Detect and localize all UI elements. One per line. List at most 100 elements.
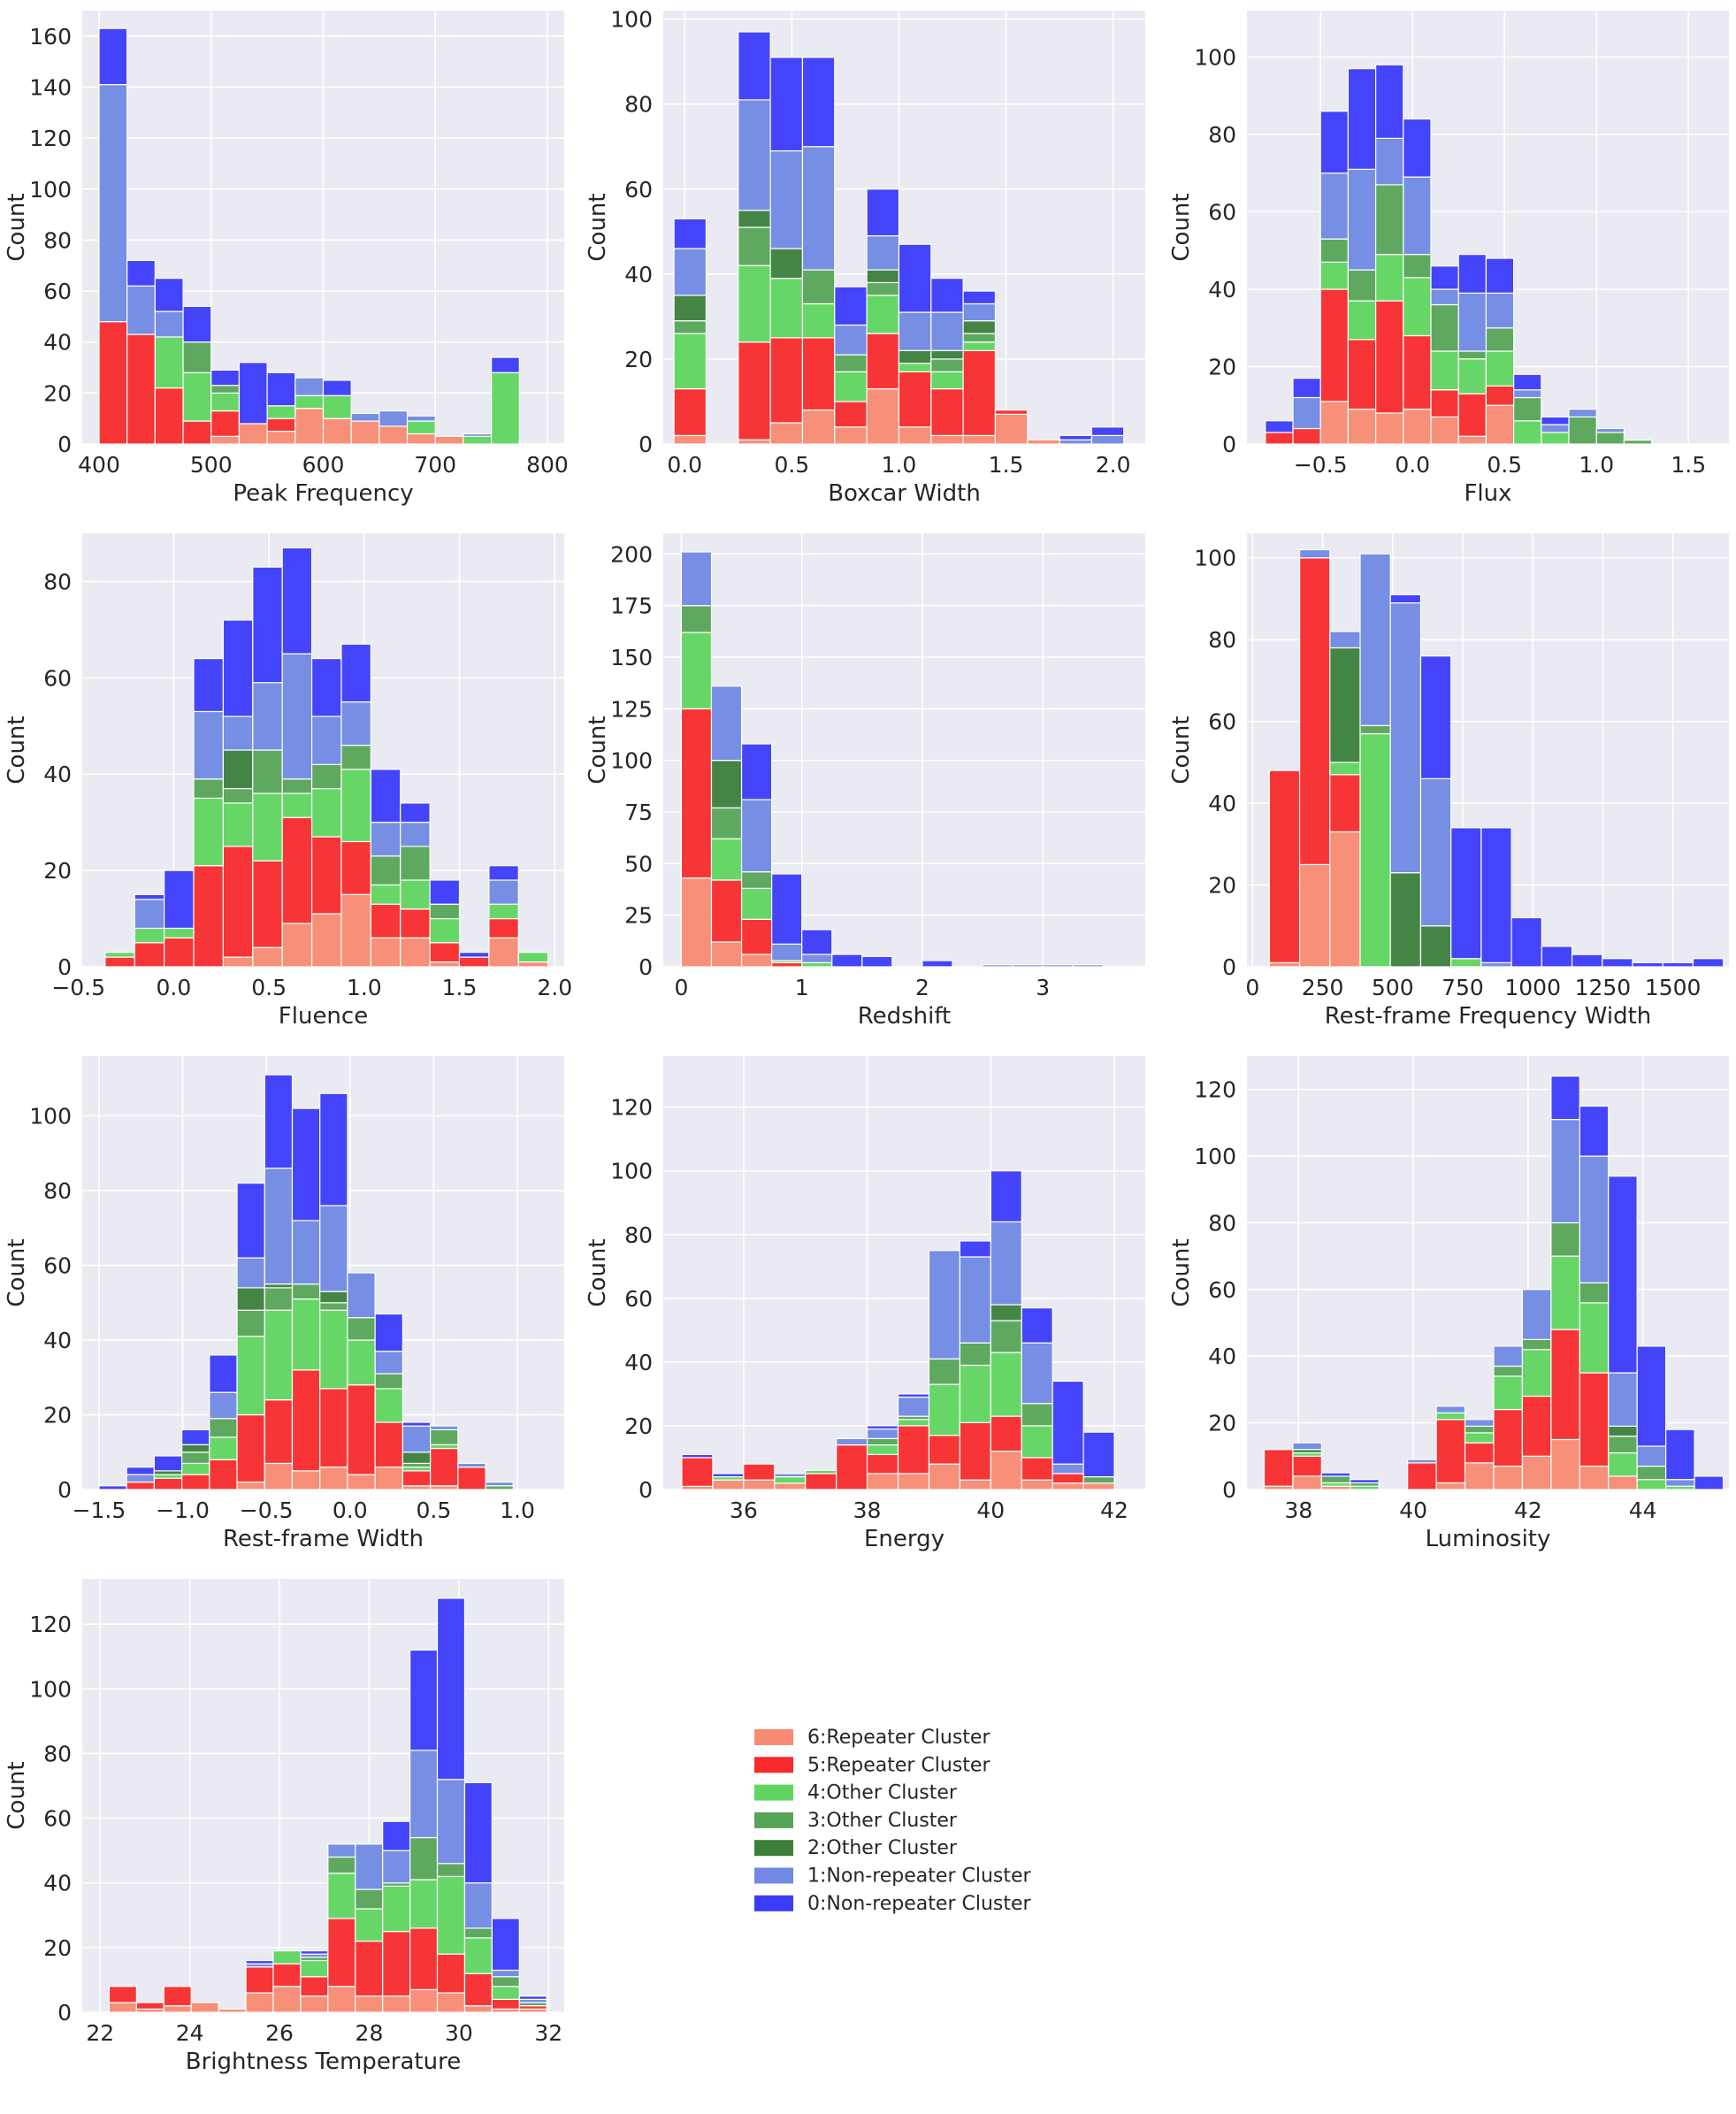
bar-segment [1493, 1365, 1524, 1377]
bar-segment [1347, 339, 1377, 410]
bar-segment [1403, 409, 1432, 445]
y-tick-label: 120 [29, 1612, 72, 1637]
x-tick-label: 2.0 [1096, 452, 1131, 478]
y-tick-label: 40 [43, 762, 72, 787]
panel-2: 0.0 0.5 1.0 1.5 2.0 0 20 40 60 80 100 Boxcar Width C… [585, 7, 1145, 507]
bar-segment [458, 956, 490, 968]
bar-segment [236, 1309, 265, 1337]
x-tick-label: 1.0 [347, 975, 382, 1000]
x-axis-label: Peak Frequency [233, 480, 413, 507]
bar-segment [370, 769, 401, 823]
bar-segment [959, 1240, 991, 1258]
bar-segment [930, 349, 964, 360]
x-tick-label: 38 [853, 1497, 882, 1523]
bar-segment [1521, 1289, 1552, 1340]
bar-segment [518, 1995, 547, 2000]
x-tick-label: 800 [526, 452, 569, 478]
y-tick-label: 0 [57, 432, 72, 457]
x-tick-label: 250 [1302, 975, 1344, 1000]
bar-segment [281, 547, 313, 655]
y-tick-label: 125 [610, 696, 653, 722]
bar-segment [930, 434, 964, 445]
x-axis-label: Rest-frame Frequency Width [1325, 1003, 1652, 1030]
bar-segment [1464, 1442, 1495, 1464]
bar-segment [180, 1462, 210, 1475]
x-tick-label: 44 [1629, 1497, 1657, 1523]
y-tick-label: 20 [43, 1403, 72, 1428]
bar-segment [319, 1467, 348, 1490]
bar-segment [1350, 1479, 1380, 1484]
panel-4: −0.5 0.0 0.5 1.0 1.5 2.0 0 20 40 60 80 Fluence Count [4, 533, 572, 1030]
bar-segment [1571, 954, 1603, 968]
y-tick-label: 80 [624, 1222, 653, 1248]
bar-segment [866, 1473, 899, 1490]
bar-segment [1632, 961, 1663, 968]
x-tick-label: 1250 [1575, 975, 1632, 1000]
bar-segment [1485, 404, 1515, 445]
bar-segment [347, 1272, 376, 1319]
bar-segment [436, 1992, 466, 2013]
bar-segment [209, 1459, 238, 1490]
bar-segment [355, 1940, 384, 1997]
bar-segment [281, 793, 313, 818]
bar-segment [990, 1451, 1022, 1490]
bar-segment [769, 278, 804, 339]
legend-swatch [754, 1757, 793, 1773]
bar-segment [406, 433, 436, 445]
bar-segment [1480, 827, 1512, 963]
x-tick-label: 400 [78, 452, 120, 478]
y-tick-label: 150 [610, 645, 653, 670]
bar-segment [153, 1470, 183, 1475]
bar-segment [322, 394, 352, 419]
y-tick-label: 20 [624, 347, 653, 372]
bar-segment [222, 846, 254, 958]
bar-segment [355, 1908, 384, 1942]
legend-label: 0:Non-repeater Cluster [807, 1893, 1032, 1915]
bar-segment [126, 259, 156, 287]
y-tick-label: 60 [43, 1806, 72, 1832]
bar-segment [673, 387, 707, 436]
bar-segment [1042, 964, 1074, 968]
panel-9: 38 40 42 44 0 20 40 60 80 100 120 Luminosity Count [1168, 1056, 1729, 1552]
bar-segment [1430, 416, 1459, 445]
bar-segment [774, 1473, 807, 1478]
bar-segment [485, 1481, 514, 1487]
y-tick-label: 80 [1208, 627, 1236, 653]
bar-segment [491, 1969, 520, 1978]
x-tick-label: 0.5 [1487, 452, 1522, 478]
bar-segment [436, 1863, 466, 1878]
x-tick-label: 42 [1514, 1497, 1542, 1523]
bar-segment [485, 1485, 514, 1490]
bar-segment [1375, 300, 1404, 414]
bar-segment [990, 1320, 1022, 1353]
bar-segment [769, 248, 804, 280]
bar-segment [210, 410, 241, 437]
y-tick-label: 0 [1222, 1477, 1236, 1503]
bar-segment [209, 1436, 238, 1460]
bar-segment [281, 778, 313, 794]
bar-segment [994, 409, 1029, 415]
bar-segment [319, 1205, 348, 1292]
bar-segment [164, 937, 195, 968]
bar-segment [252, 946, 283, 968]
bar-segment [491, 371, 520, 445]
bar-segment [982, 964, 1013, 968]
bar-segment [434, 435, 464, 445]
bar-segment [928, 1463, 960, 1490]
x-tick-label: 700 [414, 452, 456, 478]
bar-segment [801, 146, 836, 271]
bar-segment [488, 865, 519, 881]
y-tick-label: 20 [624, 1413, 653, 1439]
bar-segment [1579, 1282, 1610, 1304]
y-tick-label: 0 [639, 954, 653, 980]
bar-segment [264, 1283, 294, 1289]
bar-segment [370, 855, 401, 886]
x-tick-label: 750 [1442, 975, 1484, 1000]
bar-segment [347, 1317, 376, 1341]
bar-segment [236, 1336, 265, 1416]
x-tick-label: 26 [265, 2020, 294, 2046]
bar-segment [1329, 762, 1361, 776]
bar-segment [1319, 288, 1350, 402]
bar-segment [1012, 964, 1044, 968]
bar-segment [1430, 303, 1459, 352]
